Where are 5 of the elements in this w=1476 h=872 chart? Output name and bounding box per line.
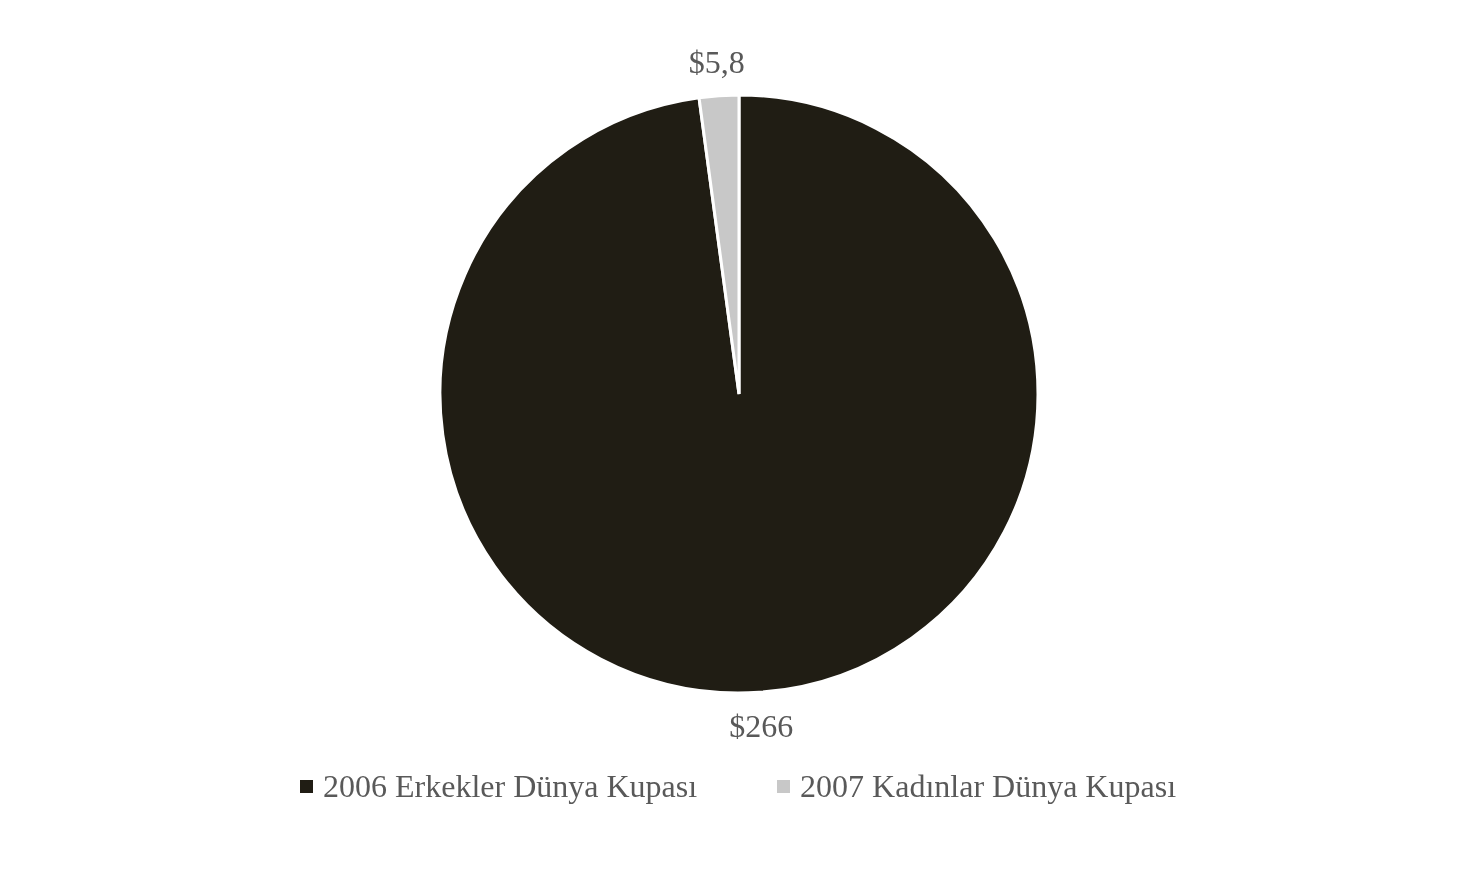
legend-label: 2007 Kadınlar Dünya Kupası [800,768,1177,805]
data-label: $266 [729,708,794,745]
legend-label: 2006 Erkekler Dünya Kupası [322,768,698,805]
pie-slice [438,93,1040,694]
data-label: $5,8 [688,43,745,80]
